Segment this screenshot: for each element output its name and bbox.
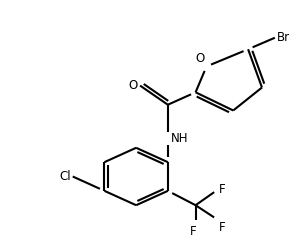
Text: Cl: Cl [59,170,71,183]
Text: F: F [219,183,226,196]
Text: O: O [128,79,137,92]
Text: F: F [219,221,226,234]
Text: NH: NH [171,132,188,145]
Text: F: F [190,225,197,238]
Text: O: O [195,52,204,65]
Text: Br: Br [277,31,290,44]
